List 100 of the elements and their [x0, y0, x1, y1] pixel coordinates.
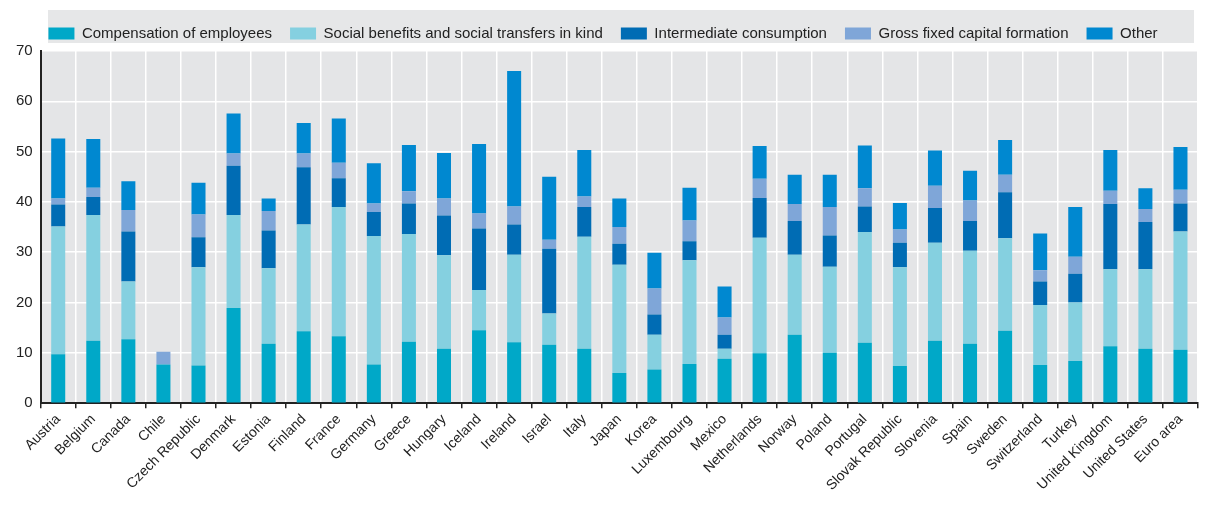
bar — [121, 339, 136, 403]
bar — [717, 286, 732, 318]
bar — [296, 167, 311, 225]
bar — [51, 226, 66, 355]
bar — [647, 334, 662, 370]
bar — [472, 289, 487, 331]
bar — [752, 197, 767, 238]
bar — [1138, 348, 1153, 403]
bar — [1033, 305, 1048, 365]
bar — [717, 317, 732, 335]
legend-label: Compensation of employees — [81, 23, 273, 41]
bar — [366, 203, 381, 212]
bar — [752, 146, 767, 179]
bar — [927, 185, 942, 208]
y-tick-label: 40 — [16, 192, 33, 210]
bar — [857, 188, 872, 207]
bar — [507, 224, 522, 255]
bar — [822, 235, 837, 267]
bar — [822, 206, 837, 236]
bar — [121, 209, 136, 232]
bar — [998, 238, 1013, 331]
bar — [857, 232, 872, 343]
bar — [1103, 150, 1118, 191]
bar — [226, 215, 241, 309]
bar — [1068, 273, 1083, 303]
legend-label: Other — [1120, 23, 1158, 41]
bar — [857, 206, 872, 233]
bar — [682, 220, 697, 242]
y-tick-label: 0 — [24, 393, 33, 411]
bar — [998, 140, 1013, 175]
bar — [577, 150, 592, 197]
bar — [1068, 360, 1083, 403]
bar — [121, 181, 136, 210]
bar — [296, 153, 311, 168]
bar — [1068, 206, 1083, 257]
bar — [1103, 190, 1118, 204]
bar — [1068, 256, 1083, 274]
bar — [1173, 147, 1188, 190]
y-tick-label: 70 — [16, 41, 33, 59]
bar — [963, 221, 978, 251]
bar — [261, 268, 276, 344]
bar — [436, 348, 452, 403]
bar — [612, 243, 627, 265]
bar — [612, 264, 627, 373]
bar — [261, 198, 276, 211]
bar — [472, 213, 487, 229]
bar — [542, 344, 557, 403]
bar — [366, 163, 381, 204]
bar — [296, 122, 311, 154]
bar — [612, 227, 627, 244]
bar — [226, 113, 241, 154]
legend-label: Gross fixed capital formation — [878, 23, 1069, 41]
bar — [927, 340, 942, 403]
bar — [226, 308, 241, 403]
bar — [542, 239, 557, 249]
bar — [787, 203, 802, 222]
bar — [612, 198, 627, 228]
bar — [612, 372, 627, 403]
bar — [121, 281, 136, 340]
bar — [717, 334, 732, 349]
bar — [331, 336, 346, 403]
bar — [51, 138, 66, 199]
y-tick-label: 60 — [16, 91, 33, 109]
bar — [998, 192, 1013, 239]
bar — [1033, 364, 1048, 403]
bar — [963, 170, 978, 201]
bar — [787, 254, 802, 335]
bar — [191, 267, 206, 366]
bar — [261, 343, 276, 403]
bar — [1033, 233, 1048, 271]
bar — [927, 207, 942, 243]
bar — [822, 174, 837, 207]
bar — [366, 236, 381, 365]
bar — [682, 241, 697, 261]
bar — [401, 145, 416, 192]
bar — [472, 228, 487, 290]
bar — [963, 343, 978, 403]
bar — [436, 153, 452, 199]
bar — [542, 176, 557, 240]
bar — [401, 191, 416, 204]
bar — [331, 206, 346, 337]
bar — [892, 242, 907, 268]
bar — [472, 144, 487, 214]
bar — [1173, 203, 1188, 232]
bar — [331, 162, 346, 179]
bar — [1138, 208, 1153, 223]
bar — [1138, 269, 1153, 349]
bar — [577, 236, 592, 349]
x-tick-label: Italy — [559, 410, 590, 441]
bar — [892, 365, 907, 403]
bar — [1103, 269, 1118, 347]
bar — [261, 230, 276, 269]
bar — [226, 165, 241, 215]
bar — [191, 214, 206, 238]
bar — [1173, 349, 1188, 403]
y-tick-label: 10 — [16, 342, 33, 360]
bar — [401, 341, 416, 403]
bar — [752, 237, 767, 354]
bar — [1033, 270, 1048, 282]
bar — [647, 252, 662, 289]
